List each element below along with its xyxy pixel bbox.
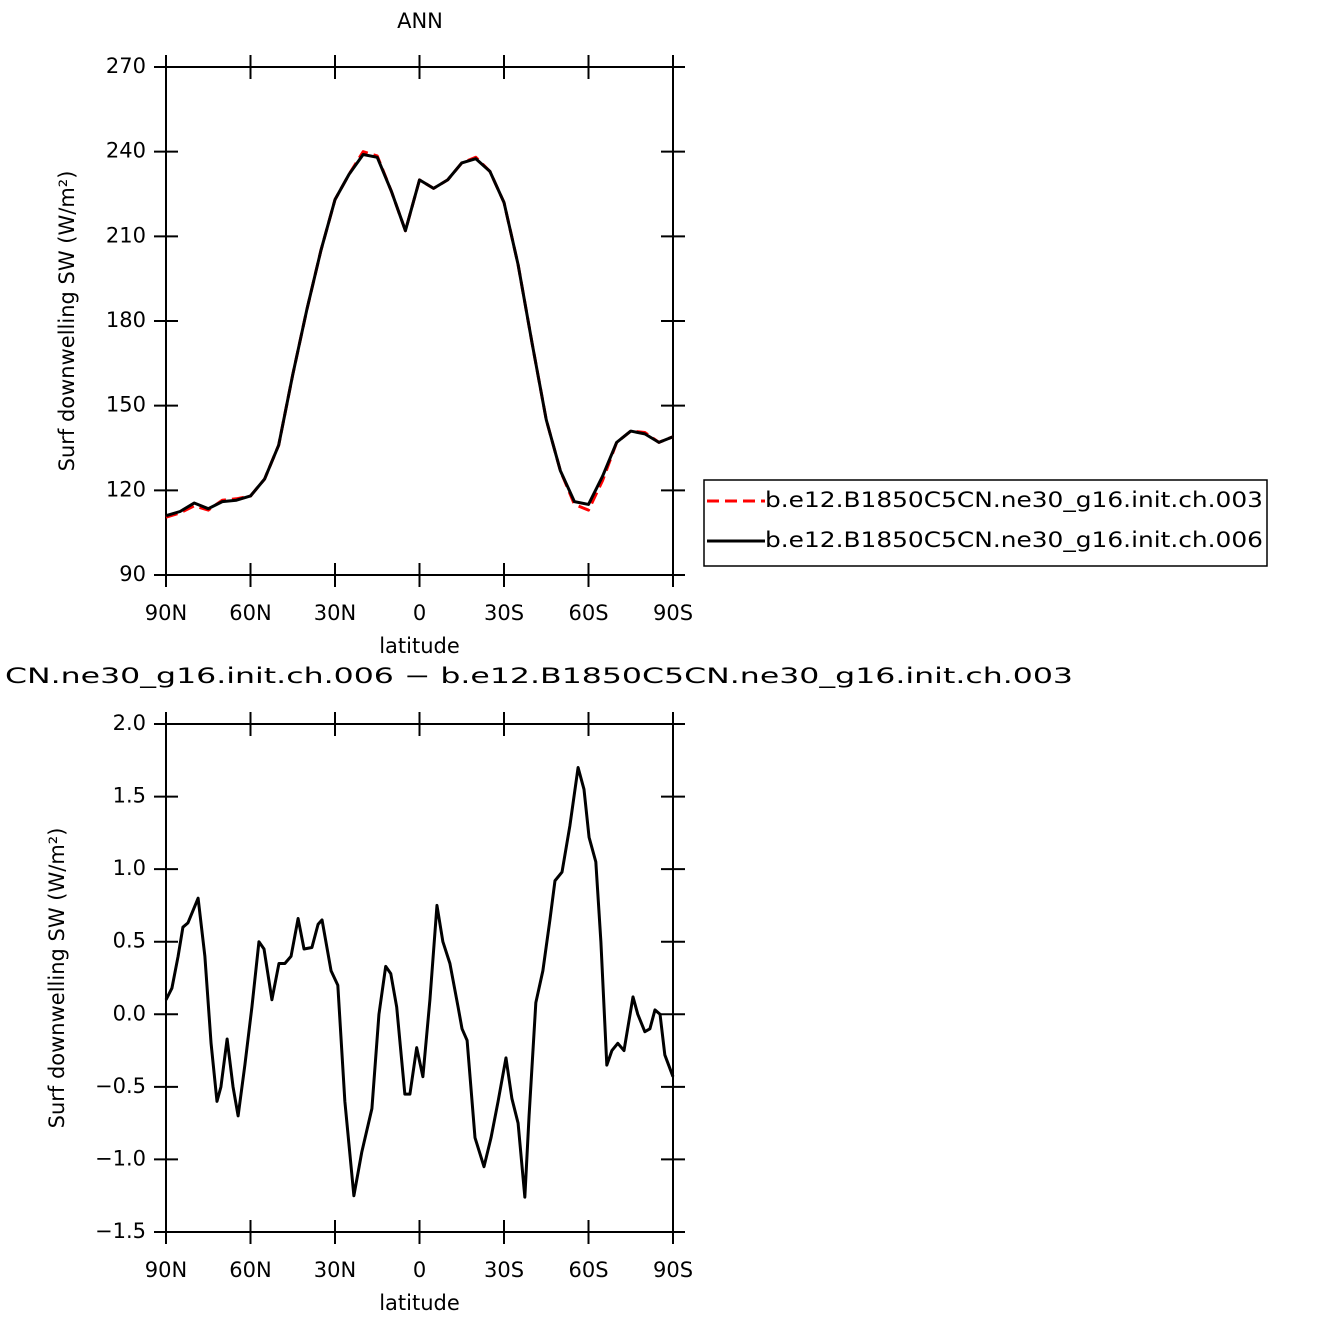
x-tick-label: 30N [314, 1258, 356, 1282]
x-tick-label: 30S [484, 1258, 524, 1282]
chart-title: CN.ne30_g16.init.ch.006 − b.e12.B1850C5C… [5, 664, 1073, 689]
x-tick-label: 60N [229, 1258, 271, 1282]
data-line [165, 152, 674, 518]
y-tick-label: 240 [106, 139, 146, 163]
legend-box [703, 479, 1268, 567]
y-tick-label: 90 [119, 562, 146, 586]
x-tick-label: 60S [568, 601, 608, 625]
y-axis-title: Surf downwelling SW (W/m²) [55, 171, 79, 472]
y-tick-label: −0.5 [95, 1074, 146, 1098]
y-tick-label: 0.0 [113, 1001, 146, 1025]
x-tick-label: 90S [653, 601, 693, 625]
x-tick-label: 0 [413, 1258, 426, 1282]
x-tick-label: 90N [145, 601, 187, 625]
x-axis-title: latitude [379, 634, 460, 658]
y-tick-label: 150 [106, 393, 146, 417]
plot-frame [165, 66, 674, 576]
y-tick-label: −1.0 [95, 1146, 146, 1170]
x-tick-label: 90S [653, 1258, 693, 1282]
y-axis-title: Surf downwelling SW (W/m²) [45, 828, 69, 1129]
x-tick-label: 90N [145, 1258, 187, 1282]
y-tick-label: 210 [106, 223, 146, 247]
x-tick-label: 60S [568, 1258, 608, 1282]
chart-title: ANN [397, 9, 443, 33]
x-tick-label: 60N [229, 601, 271, 625]
y-tick-label: 120 [106, 477, 146, 501]
y-tick-label: −1.5 [95, 1219, 146, 1243]
y-tick-label: 270 [106, 54, 146, 78]
x-tick-label: 0 [413, 601, 426, 625]
y-tick-label: 180 [106, 308, 146, 332]
legend-label: b.e12.B1850C5CN.ne30_g16.init.ch.006 [765, 528, 1263, 553]
x-axis-title: latitude [379, 1291, 460, 1315]
x-tick-label: 30S [484, 601, 524, 625]
y-tick-label: 0.5 [113, 929, 146, 953]
y-tick-label: 2.0 [113, 711, 146, 735]
y-tick-label: 1.0 [113, 856, 146, 880]
x-tick-label: 30N [314, 601, 356, 625]
y-tick-label: 1.5 [113, 784, 146, 808]
plot-frame [165, 723, 674, 1233]
legend-label: b.e12.B1850C5CN.ne30_g16.init.ch.003 [765, 488, 1263, 513]
data-line [164, 766, 675, 1199]
data-line [165, 150, 674, 519]
